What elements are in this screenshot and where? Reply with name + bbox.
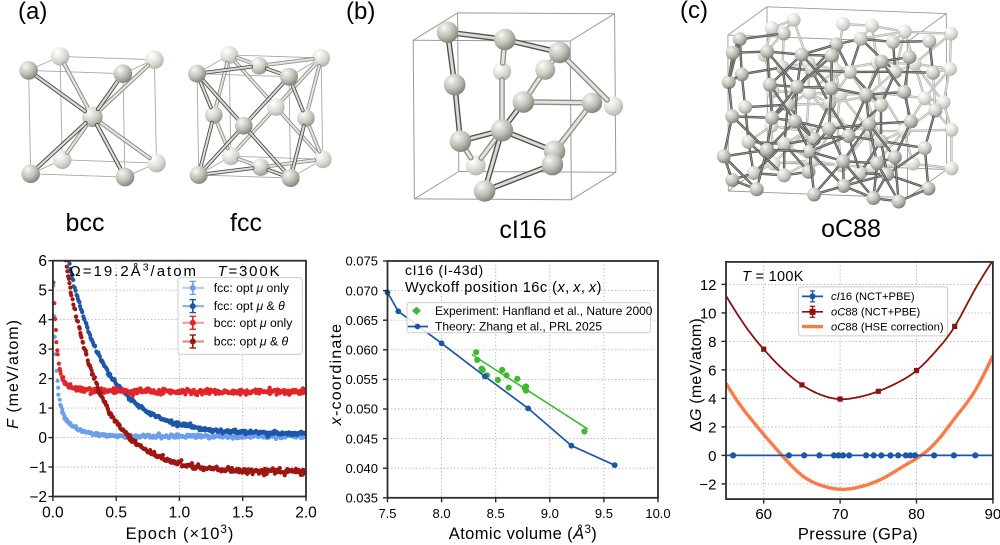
svg-text:2: 2 (38, 371, 47, 388)
svg-text:bcc: opt μ & θ: bcc: opt μ & θ (214, 335, 289, 349)
svg-text:2.0: 2.0 (295, 505, 317, 522)
svg-text:10.0: 10.0 (645, 506, 670, 521)
svg-text:80: 80 (908, 506, 925, 523)
svg-text:−2: −2 (29, 489, 47, 506)
svg-text:8.5: 8.5 (487, 506, 505, 521)
svg-text:(a): (a) (18, 0, 47, 25)
svg-text:70: 70 (832, 506, 849, 523)
svg-text:5: 5 (38, 283, 47, 300)
svg-text:0.050: 0.050 (345, 402, 378, 417)
svg-text:−1: −1 (29, 460, 47, 477)
svg-text:F (meV/atom): F (meV/atom) (5, 319, 22, 429)
svg-text:fcc: opt μ & θ: fcc: opt μ & θ (214, 299, 285, 313)
svg-text:fcc: fcc (230, 209, 262, 237)
svg-text:0.055: 0.055 (345, 372, 378, 387)
svg-text:0.040: 0.040 (345, 461, 378, 476)
svg-text:7.5: 7.5 (378, 506, 396, 521)
svg-text:1.5: 1.5 (232, 505, 254, 522)
svg-text:−2: −2 (699, 476, 716, 493)
svg-text:(b): (b) (346, 0, 375, 25)
svg-text:1: 1 (38, 401, 47, 418)
svg-text:8: 8 (708, 334, 716, 351)
svg-text:Ω=19.2Å3/atom: Ω=19.2Å3/atom (70, 262, 199, 281)
svg-text:ΔG (meV/atom): ΔG (meV/atom) (688, 318, 705, 432)
svg-text:cI16 (NCT+PBE): cI16 (NCT+PBE) (831, 291, 915, 303)
svg-text:12: 12 (700, 277, 717, 294)
svg-text:10: 10 (700, 305, 717, 322)
svg-text:9.0: 9.0 (541, 506, 559, 521)
svg-text:0.065: 0.065 (345, 313, 378, 328)
svg-text:0.070: 0.070 (345, 283, 378, 298)
svg-text:6: 6 (708, 362, 716, 379)
svg-text:60: 60 (755, 506, 772, 523)
svg-text:Experiment: Hanfland et al., N: Experiment: Hanfland et al., Nature 2000 (435, 304, 653, 318)
svg-text:Theory: Zhang et al., PRL 2025: Theory: Zhang et al., PRL 2025 (435, 319, 602, 333)
svg-text:cI16: cI16 (499, 216, 546, 244)
svg-text:bcc: bcc (66, 209, 105, 237)
svg-text:0: 0 (38, 430, 47, 447)
svg-text:Epoch (×103): Epoch (×103) (126, 524, 235, 543)
svg-text:T=300K: T=300K (218, 263, 282, 280)
svg-text:oC88 (HSE correction): oC88 (HSE correction) (831, 321, 944, 333)
svg-text:0.045: 0.045 (345, 431, 378, 446)
svg-text:6: 6 (38, 253, 47, 270)
svg-text:0.0: 0.0 (42, 505, 64, 522)
svg-text:0.075: 0.075 (345, 254, 378, 269)
svg-text:Atomic volume (Å3): Atomic volume (Å3) (449, 524, 597, 543)
svg-text:Pressure (GPa): Pressure (GPa) (798, 526, 918, 544)
svg-text:(c): (c) (680, 0, 708, 24)
svg-text:oC88 (NCT+PBE): oC88 (NCT+PBE) (831, 306, 921, 318)
svg-text:2: 2 (708, 419, 716, 436)
svg-text:0.035: 0.035 (345, 491, 378, 506)
svg-text:0.5: 0.5 (105, 505, 127, 522)
svg-text:bcc: opt μ only: bcc: opt μ only (214, 316, 293, 330)
svg-text:9.5: 9.5 (595, 506, 613, 521)
svg-text:Wyckoff position 16c (x, x, x): Wyckoff position 16c (x, x, x) (405, 280, 602, 296)
svg-text:90: 90 (985, 506, 1000, 523)
svg-text:1.0: 1.0 (169, 505, 191, 522)
svg-text:4: 4 (38, 312, 47, 329)
svg-text:cI16 (I-43d): cI16 (I-43d) (405, 262, 484, 278)
svg-text:8.0: 8.0 (433, 506, 451, 521)
svg-text:3: 3 (38, 342, 47, 359)
svg-text:4: 4 (708, 391, 716, 408)
svg-text:x-coordinate: x-coordinate (328, 323, 345, 426)
svg-text:0: 0 (708, 448, 716, 465)
svg-text:fcc: opt μ only: fcc: opt μ only (214, 281, 290, 295)
svg-text:oC88: oC88 (821, 215, 881, 243)
svg-text:0.060: 0.060 (345, 343, 378, 358)
svg-text:T = 100K: T = 100K (742, 269, 804, 285)
